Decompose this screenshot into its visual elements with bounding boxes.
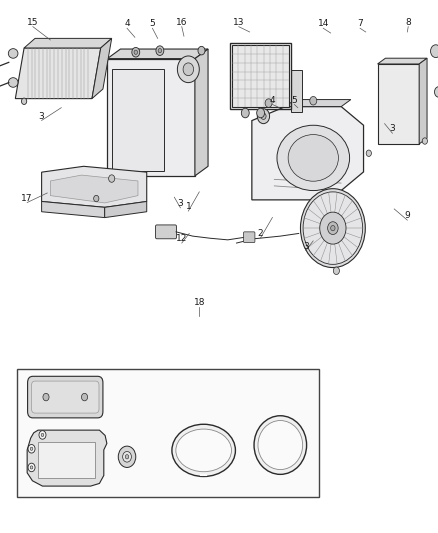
- Polygon shape: [252, 107, 364, 200]
- Text: 8: 8: [405, 18, 411, 27]
- Circle shape: [21, 98, 27, 104]
- Polygon shape: [15, 48, 101, 99]
- Polygon shape: [419, 58, 427, 144]
- FancyBboxPatch shape: [32, 381, 99, 413]
- Circle shape: [320, 212, 346, 244]
- Text: 3: 3: [39, 112, 45, 120]
- Circle shape: [333, 267, 339, 274]
- Circle shape: [261, 113, 266, 119]
- Text: 4: 4: [124, 20, 130, 28]
- Text: 1: 1: [185, 203, 191, 211]
- Ellipse shape: [8, 49, 18, 58]
- Polygon shape: [232, 45, 289, 107]
- Circle shape: [331, 225, 335, 231]
- Circle shape: [39, 431, 46, 439]
- Polygon shape: [378, 58, 427, 64]
- Text: 16: 16: [176, 18, 187, 27]
- Circle shape: [303, 192, 363, 264]
- Circle shape: [183, 63, 194, 76]
- Polygon shape: [42, 201, 105, 217]
- Text: 14: 14: [318, 20, 329, 28]
- Text: 5: 5: [149, 20, 155, 28]
- Text: 15: 15: [27, 18, 39, 27]
- Circle shape: [310, 96, 317, 105]
- Circle shape: [177, 56, 199, 83]
- Circle shape: [300, 189, 365, 268]
- Circle shape: [109, 175, 115, 182]
- Polygon shape: [27, 430, 107, 486]
- Polygon shape: [50, 175, 138, 203]
- FancyBboxPatch shape: [28, 376, 103, 418]
- Circle shape: [30, 447, 33, 450]
- Ellipse shape: [254, 416, 307, 474]
- Circle shape: [257, 108, 265, 118]
- Polygon shape: [285, 100, 351, 107]
- Bar: [17, 369, 319, 497]
- Circle shape: [28, 445, 35, 453]
- Text: 13: 13: [233, 18, 244, 27]
- Circle shape: [366, 150, 371, 157]
- Polygon shape: [291, 70, 302, 112]
- Polygon shape: [107, 49, 208, 59]
- Circle shape: [41, 433, 44, 437]
- Circle shape: [422, 138, 427, 144]
- Text: 9: 9: [404, 212, 410, 220]
- Ellipse shape: [288, 134, 339, 181]
- Circle shape: [94, 196, 99, 201]
- Circle shape: [241, 108, 249, 118]
- Text: 3: 3: [177, 199, 184, 208]
- Text: 3: 3: [303, 242, 309, 251]
- Circle shape: [30, 466, 33, 469]
- Circle shape: [434, 86, 438, 97]
- Circle shape: [43, 393, 49, 401]
- Ellipse shape: [8, 78, 18, 87]
- Ellipse shape: [176, 429, 231, 472]
- Polygon shape: [105, 201, 147, 217]
- Polygon shape: [42, 166, 147, 207]
- Polygon shape: [24, 38, 112, 48]
- Polygon shape: [107, 59, 195, 176]
- Circle shape: [265, 99, 272, 107]
- Text: 12: 12: [176, 235, 187, 243]
- FancyBboxPatch shape: [307, 210, 359, 247]
- Text: 17: 17: [21, 194, 33, 203]
- Circle shape: [328, 222, 338, 235]
- Ellipse shape: [277, 125, 350, 191]
- Text: 18: 18: [194, 298, 205, 307]
- Ellipse shape: [258, 421, 303, 470]
- Circle shape: [81, 393, 88, 401]
- Text: 2: 2: [258, 229, 263, 238]
- Polygon shape: [195, 49, 208, 176]
- Circle shape: [198, 46, 205, 55]
- Circle shape: [257, 109, 269, 124]
- FancyBboxPatch shape: [155, 225, 177, 239]
- Circle shape: [431, 45, 438, 58]
- Text: 3: 3: [389, 125, 396, 133]
- FancyBboxPatch shape: [244, 232, 255, 243]
- Circle shape: [158, 49, 162, 53]
- Text: 5: 5: [291, 96, 297, 104]
- Circle shape: [132, 47, 140, 57]
- Circle shape: [156, 46, 164, 55]
- Circle shape: [123, 451, 131, 462]
- Circle shape: [134, 50, 138, 54]
- Polygon shape: [38, 442, 95, 478]
- Polygon shape: [92, 38, 112, 99]
- Text: 7: 7: [357, 20, 363, 28]
- Ellipse shape: [172, 424, 236, 477]
- Polygon shape: [378, 64, 419, 144]
- Circle shape: [125, 455, 129, 459]
- Text: 4: 4: [270, 96, 275, 104]
- Circle shape: [28, 463, 35, 472]
- Circle shape: [118, 446, 136, 467]
- Polygon shape: [112, 69, 164, 171]
